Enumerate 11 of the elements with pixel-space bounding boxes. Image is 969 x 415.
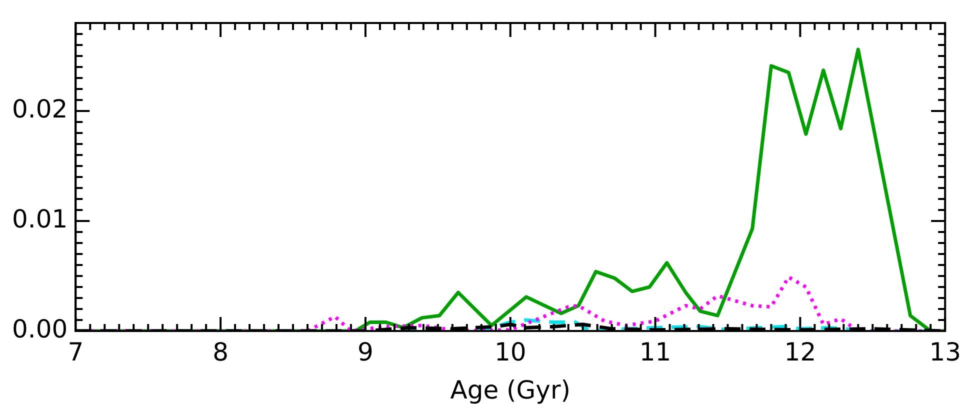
y-tick-label: 0.02 [12,94,68,124]
x-tick-label: 10 [494,338,526,366]
x-tick-label: 13 [929,338,961,366]
x-tick-label: 11 [639,338,672,366]
y-tick-label: 0.01 [12,204,68,234]
x-tick-label: 12 [784,338,816,366]
x-tick-label: 7 [68,338,84,366]
x-axis-title: Age (Gyr) [450,376,571,404]
x-tick-label: 8 [212,338,229,366]
y-tick-label: 0.00 [12,314,68,344]
x-tick-label: 9 [358,338,374,366]
